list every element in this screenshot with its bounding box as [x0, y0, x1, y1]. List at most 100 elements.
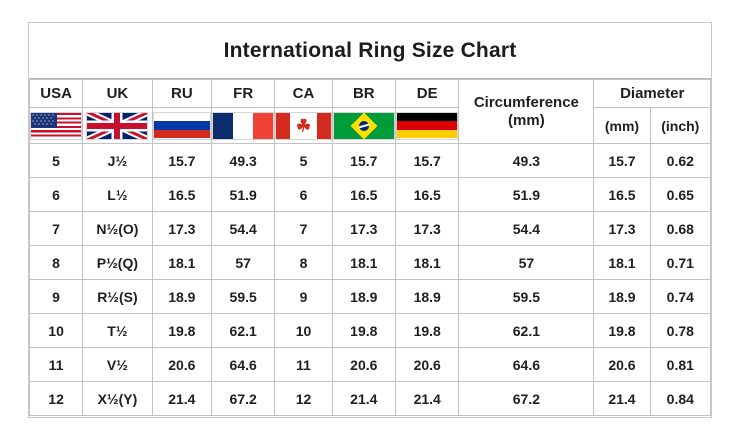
cell-br: 19.8: [331, 313, 397, 348]
fr-band-blue: [213, 112, 234, 139]
cell-br: 18.9: [331, 279, 397, 314]
cell-uk: J½: [82, 143, 153, 178]
cell-uk: L½: [82, 177, 153, 212]
cell-uk: R½(S): [82, 279, 153, 314]
cell-ca: 11: [274, 347, 333, 382]
page-title: International Ring Size Chart: [223, 38, 517, 62]
flag-cell-ru: [151, 107, 212, 144]
col-header-diameter-inch: (inch): [649, 107, 712, 144]
uk-cross-red-v: [114, 112, 121, 139]
cell-ca: 7: [274, 211, 333, 246]
cell-uk: V½: [82, 347, 153, 382]
cell-de: 17.3: [394, 211, 460, 246]
flag-uk-wrap: [83, 111, 152, 140]
circumference-unit: (mm): [508, 111, 545, 129]
cell-diameter-inch: 0.78: [649, 313, 712, 348]
cell-de: 15.7: [394, 143, 460, 178]
cell-diameter-inch: 0.74: [649, 279, 712, 314]
cell-circumference-mm: 67.2: [458, 381, 595, 416]
cell-circumference-mm: 64.6: [458, 347, 595, 382]
cell-diameter-mm: 15.7: [593, 143, 651, 178]
cell-circumference-mm: 49.3: [458, 143, 595, 178]
col-header-ru: RU: [151, 79, 212, 108]
cell-fr: 57: [210, 245, 276, 280]
table-row: 7 N½(O) 17.3 54.4 7 17.3 17.3 54.4 17.3 …: [28, 211, 712, 246]
maple-leaf-icon: ☘: [295, 116, 312, 135]
col-header-usa: USA: [28, 79, 84, 108]
flag-brazil-icon: [332, 111, 395, 140]
col-header-uk: UK: [82, 79, 153, 108]
ca-band-right: [317, 112, 331, 139]
cell-diameter-mm: 20.6: [593, 347, 651, 382]
flag-russia-wrap: [152, 111, 211, 140]
cell-uk: P½(Q): [82, 245, 153, 280]
cell-usa: 11: [28, 347, 84, 382]
de-band-red: [397, 121, 458, 130]
cell-diameter-inch: 0.65: [649, 177, 712, 212]
cell-br: 18.1: [331, 245, 397, 280]
flag-france-icon: [212, 111, 275, 140]
de-band-black: [397, 112, 458, 122]
cell-de: 21.4: [394, 381, 460, 416]
ring-size-chart-card: International Ring Size Chart USA UK RU …: [28, 22, 712, 418]
cell-ru: 18.1: [151, 245, 212, 280]
col-header-br: BR: [331, 79, 397, 108]
cell-fr: 49.3: [210, 143, 276, 178]
cell-circumference-mm: 59.5: [458, 279, 595, 314]
flag-cell-fr: [210, 107, 276, 144]
cell-br: 15.7: [331, 143, 397, 178]
flag-germany-icon: [396, 111, 459, 140]
cell-ca: 5: [274, 143, 333, 178]
cell-diameter-inch: 0.71: [649, 245, 712, 280]
ru-band-red: [153, 129, 210, 139]
table-row: 12 X½(Y) 21.4 67.2 12 21.4 21.4 67.2 21.…: [28, 381, 712, 416]
cell-fr: 59.5: [210, 279, 276, 314]
cell-ru: 18.9: [151, 279, 212, 314]
cell-usa: 9: [28, 279, 84, 314]
table-row: 5 J½ 15.7 49.3 5 15.7 15.7 49.3 15.7 0.6…: [28, 143, 712, 178]
cell-diameter-mm: 18.9: [593, 279, 651, 314]
flag-brazil-wrap: [332, 111, 395, 140]
cell-ru: 19.8: [151, 313, 212, 348]
flag-cell-usa: [28, 107, 84, 144]
flag-canada-icon: ☘: [275, 111, 332, 140]
flag-france-wrap: [212, 111, 275, 140]
cell-diameter-inch: 0.68: [649, 211, 712, 246]
table-row: 8 P½(Q) 18.1 57 8 18.1 18.1 57 18.1 0.71: [28, 245, 712, 280]
cell-circumference-mm: 51.9: [458, 177, 595, 212]
table-header: USA UK RU FR CA BR DE Circumference (mm)…: [28, 79, 712, 144]
cell-uk: T½: [82, 313, 153, 348]
cell-circumference-mm: 54.4: [458, 211, 595, 246]
cell-circumference-mm: 57: [458, 245, 595, 280]
cell-ca: 6: [274, 177, 333, 212]
cell-fr: 67.2: [210, 381, 276, 416]
flag-canada-wrap: ☘: [275, 111, 332, 140]
ca-band-left: [276, 112, 290, 139]
usa-canton: [31, 112, 57, 128]
table-row: 9 R½(S) 18.9 59.5 9 18.9 18.9 59.5 18.9 …: [28, 279, 712, 314]
flag-uk-icon: [86, 111, 149, 140]
col-header-fr: FR: [210, 79, 276, 108]
cell-br: 21.4: [331, 381, 397, 416]
cell-diameter-inch: 0.62: [649, 143, 712, 178]
circumference-label: Circumference: [473, 94, 579, 112]
cell-de: 20.6: [394, 347, 460, 382]
cell-usa: 7: [28, 211, 84, 246]
cell-usa: 6: [28, 177, 84, 212]
cell-ca: 12: [274, 381, 333, 416]
cell-usa: 12: [28, 381, 84, 416]
cell-ru: 20.6: [151, 347, 212, 382]
cell-br: 16.5: [331, 177, 397, 212]
cell-de: 18.9: [394, 279, 460, 314]
cell-fr: 54.4: [210, 211, 276, 246]
cell-diameter-mm: 16.5: [593, 177, 651, 212]
cell-fr: 51.9: [210, 177, 276, 212]
flag-cell-de: [394, 107, 460, 144]
col-header-de: DE: [394, 79, 460, 108]
cell-diameter-inch: 0.81: [649, 347, 712, 382]
flag-cell-br: [331, 107, 397, 144]
ring-size-table: USA UK RU FR CA BR DE Circumference (mm)…: [28, 79, 712, 416]
header-row-country-labels: USA UK RU FR CA BR DE Circumference (mm)…: [28, 79, 711, 144]
fr-band-red: [253, 112, 274, 139]
col-header-diameter: Diameter: [593, 79, 711, 108]
